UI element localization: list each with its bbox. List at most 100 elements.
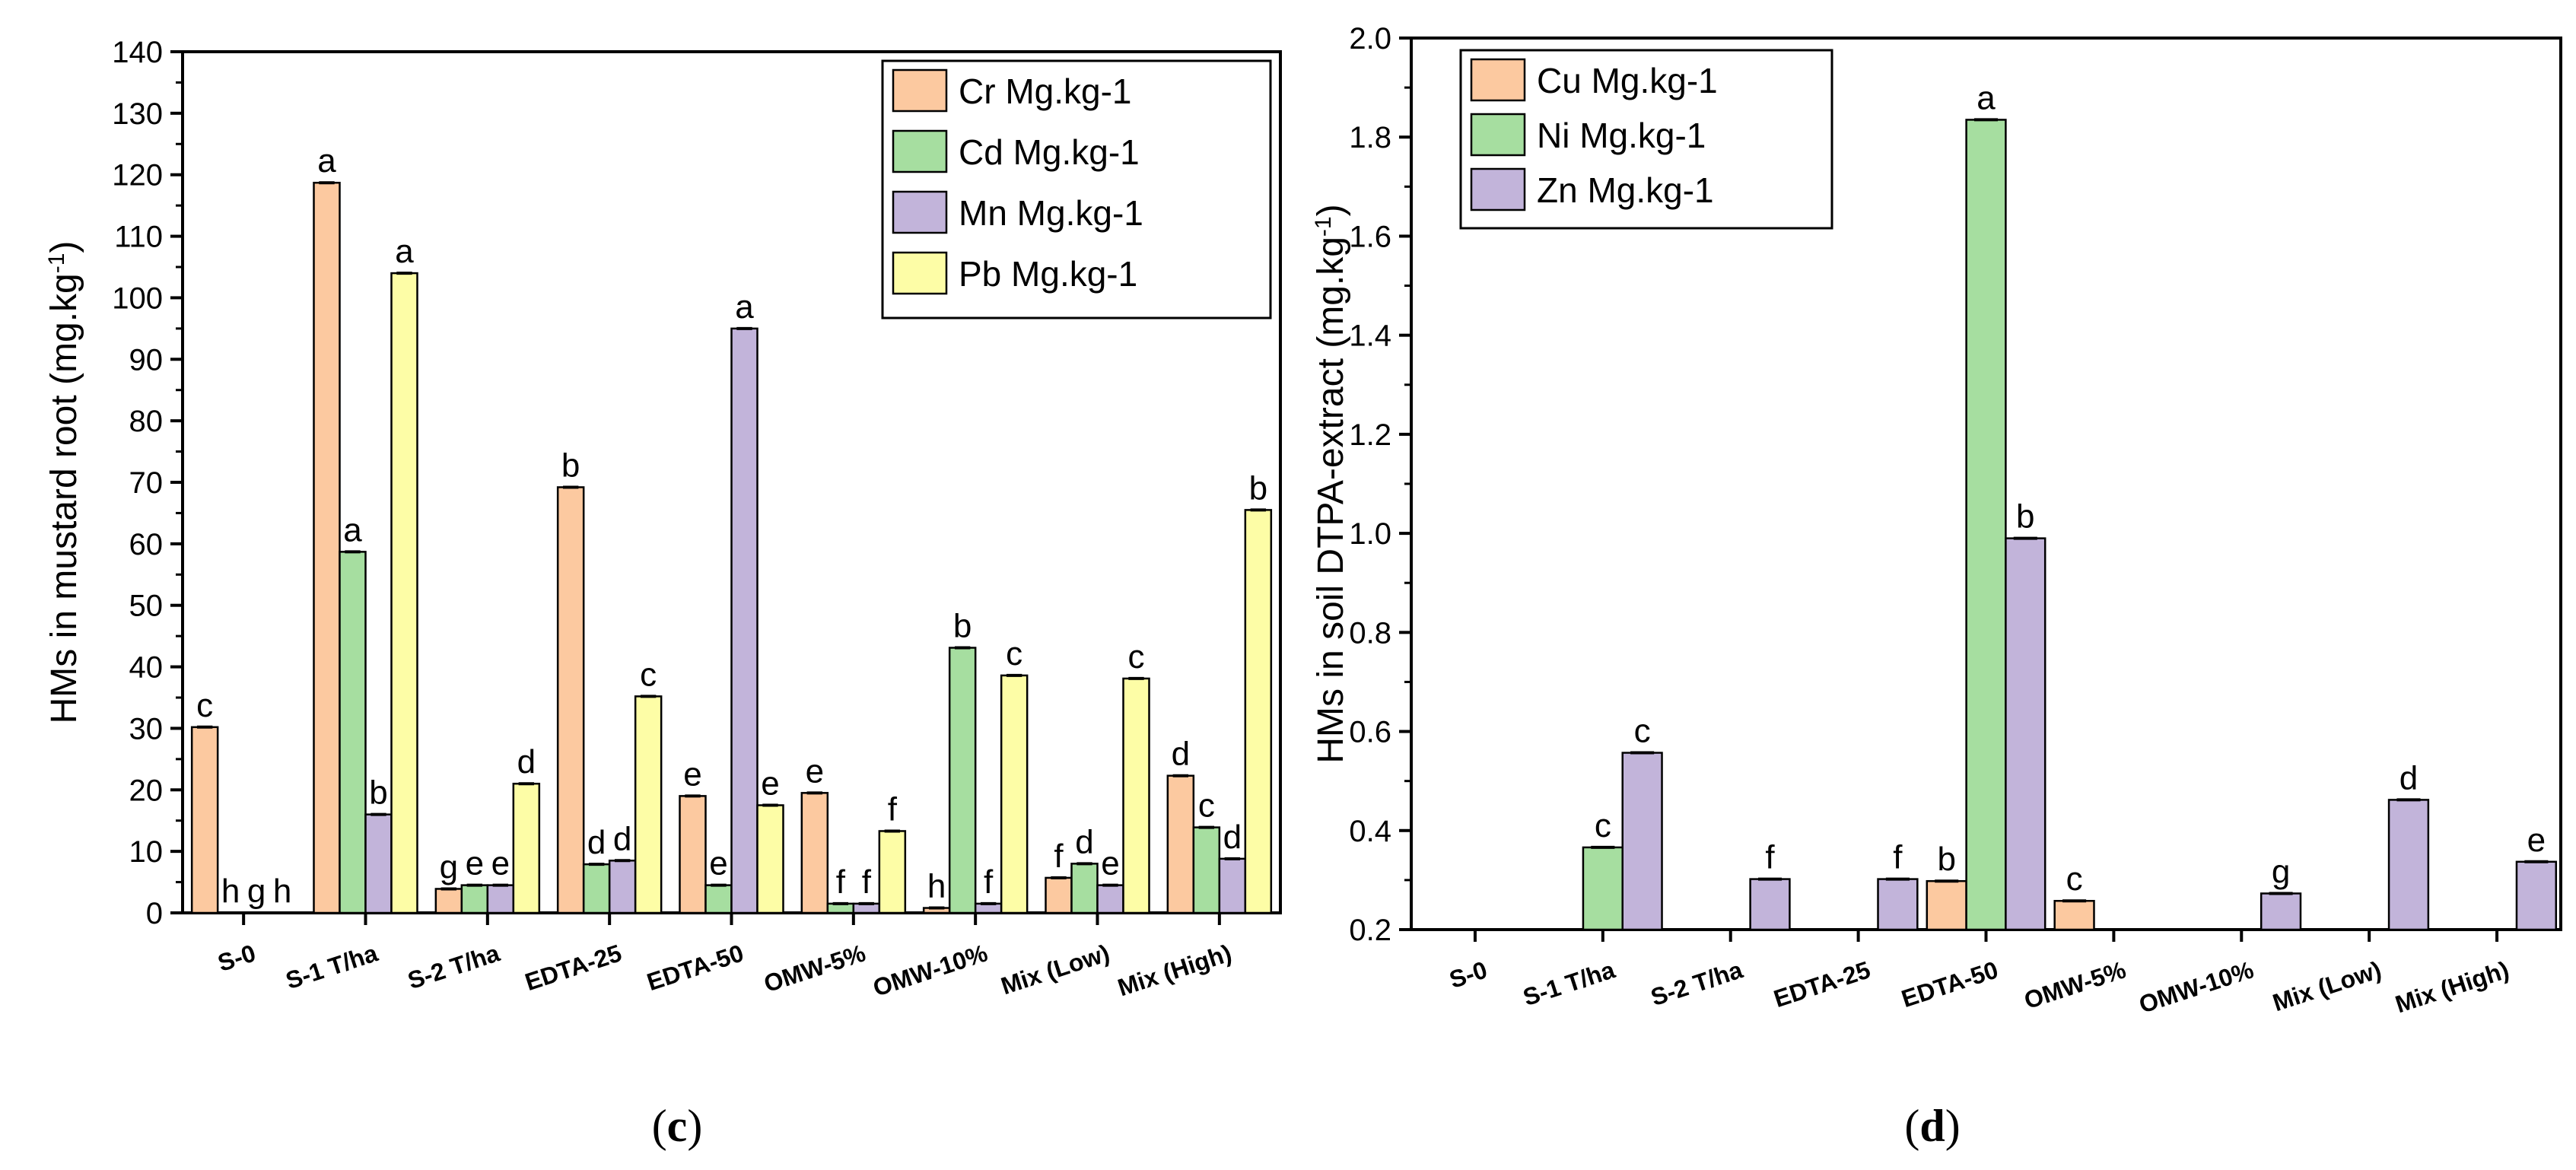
significance-letter: f [1765,839,1775,876]
y-axis-label: HMs in mustard root (mg.kg-1) [44,241,85,724]
significance-letter: a [395,233,414,270]
x-tick-label: S-1 T/ha [1519,955,1618,1011]
x-tick-label: EDTA-25 [1770,955,1874,1013]
bar [313,181,341,914]
bar [1070,863,1099,914]
y-tick-label: 70 [129,466,164,500]
x-tick-label: S-2 T/ha [404,939,503,994]
x-tick-label: EDTA-50 [1898,955,2002,1013]
x-tick-label: Mix (High) [1115,939,1235,1001]
significance-letter: c [1006,635,1022,672]
bar [704,884,733,914]
significance-letter: b [369,774,387,812]
significance-letter: a [735,288,754,326]
y-tick-label: 110 [114,221,163,254]
significance-letter: g [440,848,458,885]
bar [512,782,541,914]
y-tick-label: 1.4 [1349,320,1391,353]
bar [608,860,637,914]
bar [364,813,393,914]
bar [434,888,463,914]
bar [1877,878,1919,931]
significance-letter: f [1893,839,1903,876]
significance-letter: f [1054,838,1064,875]
bar [878,830,907,914]
significance-letter: e [466,845,484,882]
bar [2053,899,2095,931]
significance-letter: f [836,863,846,901]
panel-label: (c) [652,1101,703,1151]
significance-letter: c [640,656,657,693]
significance-letter: a [317,142,336,180]
significance-letter: g [247,873,266,910]
y-tick-label: 20 [129,774,164,807]
y-tick-label: 0 [146,897,163,930]
legend-label: Mn Mg.kg-1 [959,193,1143,233]
significance-letter: d [2399,759,2418,796]
significance-letter: b [1249,469,1267,507]
bar [2515,860,2558,931]
significance-letter: e [683,755,701,793]
significance-letter: b [561,447,580,484]
significance-letter: h [221,873,240,910]
significance-letter: c [1198,787,1215,825]
y-tick-label: 90 [129,343,164,377]
significance-letter: c [196,687,213,724]
x-tick-label: OMW-5% [2021,955,2129,1014]
bar [756,804,784,914]
x-tick-label: Mix (Low) [2269,955,2384,1016]
significance-letter: d [587,824,606,861]
significance-letter: c [1595,807,1611,844]
bar [1621,752,1663,931]
significance-letter: d [1075,823,1093,860]
x-tick-label: EDTA-50 [644,939,747,996]
bar [2260,892,2302,931]
y-tick-label: 1.0 [1349,517,1391,551]
legend-swatch [892,251,948,295]
y-tick-label: 1.6 [1349,220,1391,253]
y-tick-label: 1.2 [1349,418,1391,452]
bar [1926,879,1967,931]
y-tick-label: 130 [112,97,163,131]
bar [634,695,663,914]
chart-panel-c: 0 10 20 30 40 50 60 70 80 90 100 110 120 130 140 HMs in… [44,36,1282,1151]
x-tick-label: Mix (Low) [997,939,1112,1000]
legend-label: Zn Mg.kg-1 [1537,170,1714,210]
bar [1965,119,2007,931]
significance-letter: d [1172,736,1190,773]
bar [390,272,418,914]
significance-letter: f [984,863,994,901]
legend-swatch [1470,113,1526,157]
y-tick-label: 30 [129,712,164,746]
significance-letter: a [343,511,362,548]
legend-swatch [892,68,948,113]
x-tick-label: OMW-10% [870,939,991,1001]
y-tick-label: 1.8 [1349,121,1391,154]
bar [1045,876,1073,914]
chart-panel-d: 0.2 0.4 0.6 0.8 1.0 1.2 1.4 1.6 1.8 2.0 HMs in soi… [1311,22,2562,1151]
bar [1218,857,1247,914]
y-tick-label: 2.0 [1349,22,1391,56]
bar [1096,884,1124,914]
legend-swatch [1470,58,1526,102]
significance-letter: e [709,845,727,882]
y-tick-label: 10 [129,835,164,869]
significance-letter: g [2272,853,2290,890]
x-tick-label: S-1 T/ha [282,939,381,994]
x-tick-label: EDTA-25 [522,939,625,996]
significance-letter: c [1128,638,1145,676]
bar [1192,826,1221,914]
bar [556,486,585,914]
significance-letter: c [1634,713,1651,750]
legend-swatch [892,190,948,234]
significance-letter: h [927,868,946,905]
panel-label: (d) [1904,1101,1960,1151]
significance-letter: f [862,863,872,901]
bar [190,726,219,914]
y-tick-label: 0.4 [1349,815,1391,848]
legend-label: Ni Mg.kg-1 [1537,116,1706,155]
y-axis-label: HMs in soil DTPA-extract (mg.kg-1) [1311,204,1352,763]
bar [2387,799,2430,931]
significance-letter: e [806,752,824,790]
bar [1582,846,1624,931]
